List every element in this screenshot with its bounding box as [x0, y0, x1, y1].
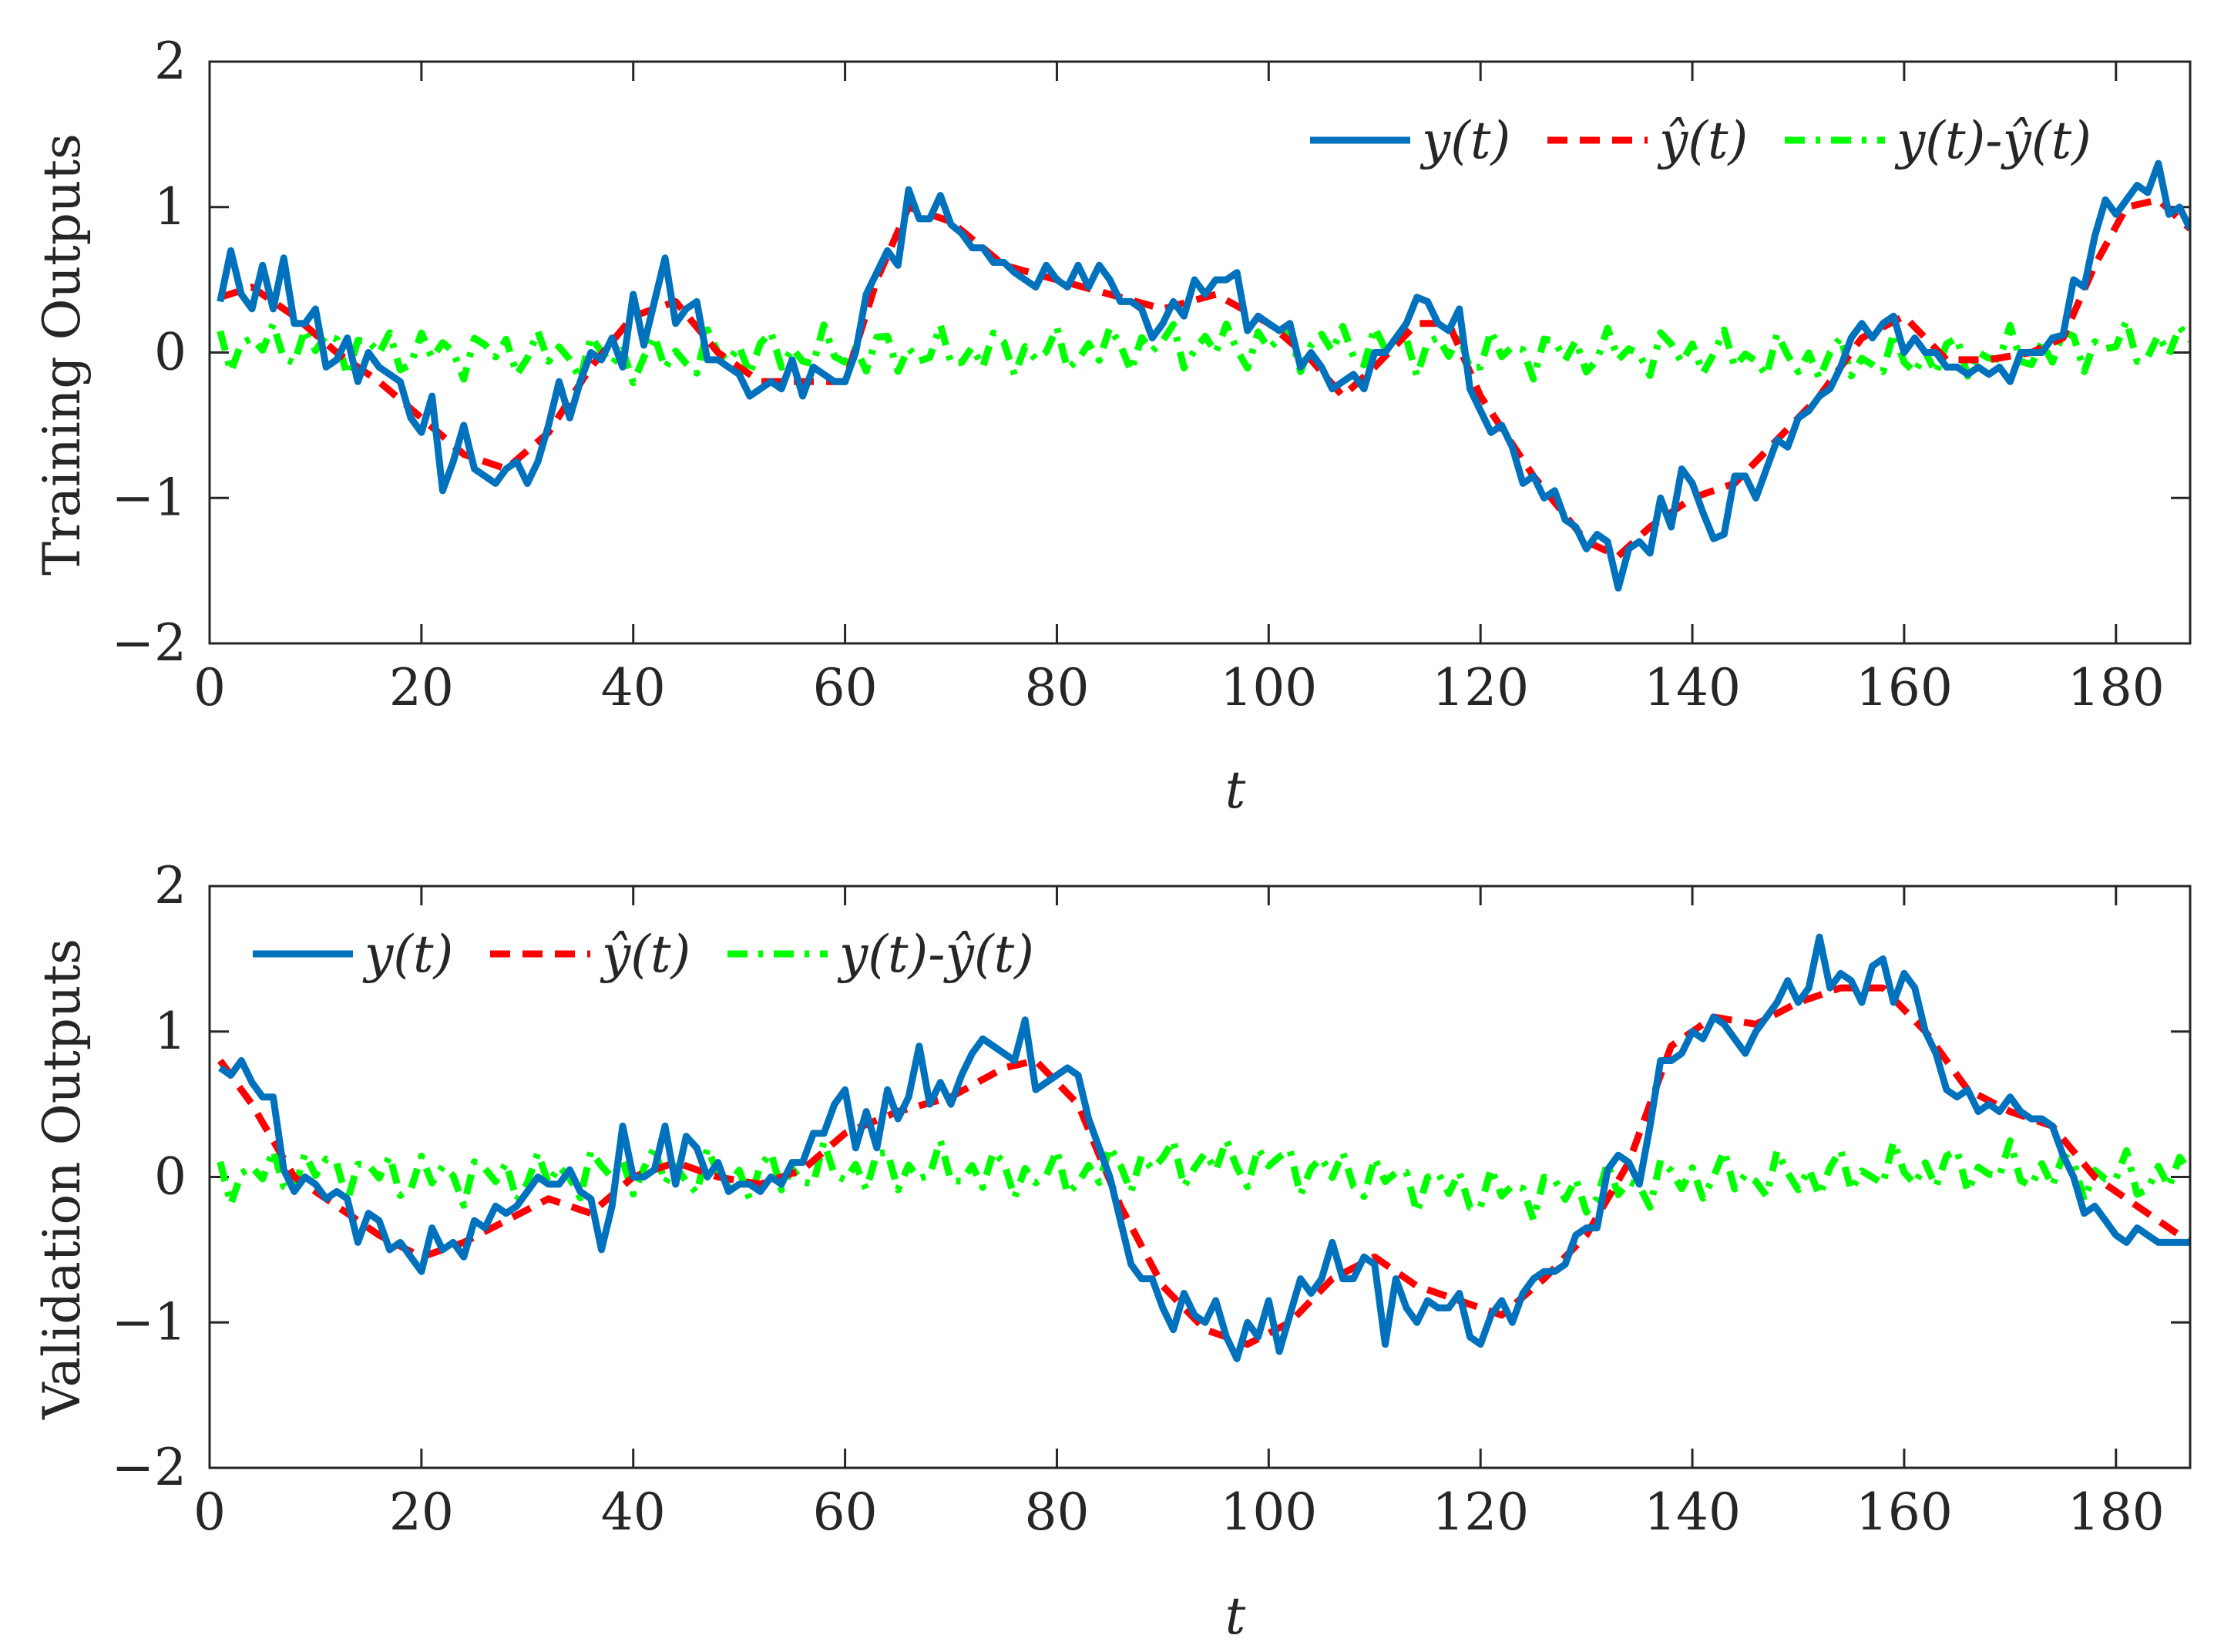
training-ytick-label: −1 [112, 468, 186, 527]
validation-xtick-label: 80 [1024, 1482, 1089, 1542]
validation-ytick-label: −2 [112, 1438, 186, 1497]
training-ytick-label: −2 [112, 613, 186, 673]
validation-ylabel: Validation Outputs [32, 938, 92, 1420]
validation-legend: y(t) ŷ(t) y(t)-ŷ(t) [253, 925, 1034, 984]
validation-ytick-label: 0 [154, 1147, 186, 1207]
validation-ytick-label: 1 [154, 1002, 186, 1061]
training-xtick-label: 160 [1856, 658, 1953, 717]
training-xtick-label: 120 [1432, 658, 1529, 717]
training-ylabel: Training Outputs [32, 133, 92, 576]
validation-xtick-label: 20 [389, 1482, 454, 1542]
training-xtick-label: 80 [1024, 658, 1089, 717]
training-axes-box [208, 60, 2192, 645]
training-series-y [217, 159, 2190, 592]
validation-xtick-label: 160 [1856, 1482, 1953, 1542]
validation-xtick-label: 60 [813, 1482, 878, 1542]
validation-panel: Validation Outputs t 0 20 40 60 80 100 120 140 1… [32, 856, 2192, 1646]
validation-series-residual [217, 1137, 2190, 1224]
training-xtick-label: 140 [1644, 658, 1741, 717]
training-legend: y(t) ŷ(t) y(t)-ŷ(t) [1310, 111, 2091, 170]
training-xtick-label: 0 [193, 658, 226, 717]
validation-ticks: 0 20 40 60 80 100 120 140 160 180 2 1 0 −1 −2 [112, 856, 2190, 1542]
training-legend-yhat-label: ŷ(t) [1657, 111, 1748, 170]
validation-series-yhat [217, 984, 2190, 1348]
training-xtick-label: 40 [601, 658, 666, 717]
training-xtick-label: 100 [1220, 658, 1317, 717]
training-ytick-label: 0 [154, 323, 186, 382]
validation-xlabel: t [1225, 1587, 1246, 1646]
validation-axes-box [208, 885, 2192, 1469]
validation-xtick-label: 40 [601, 1482, 666, 1542]
training-xtick-label: 20 [389, 658, 454, 717]
validation-legend-y-label: y(t) [362, 925, 453, 984]
validation-xtick-label: 100 [1220, 1482, 1317, 1542]
validation-xtick-label: 140 [1644, 1482, 1741, 1542]
training-legend-y-label: y(t) [1419, 111, 1510, 170]
training-series-residual [217, 317, 2190, 387]
validation-xtick-label: 180 [2068, 1482, 2165, 1542]
validation-ytick-label: 2 [154, 856, 186, 915]
training-ytick-label: 1 [154, 177, 186, 237]
validation-ytick-label: −1 [112, 1292, 186, 1351]
training-series [217, 159, 2190, 592]
training-xtick-label: 180 [2068, 658, 2165, 717]
validation-series-y [218, 933, 2190, 1362]
training-xlabel: t [1225, 761, 1246, 820]
validation-series [217, 933, 2190, 1362]
training-ticks: 0 20 40 60 80 100 120 140 160 180 2 1 0 −1 −2 [112, 32, 2190, 717]
validation-xtick-label: 120 [1432, 1482, 1529, 1542]
training-legend-residual-label: y(t)-ŷ(t) [1894, 111, 2091, 170]
validation-xtick-label: 0 [193, 1482, 226, 1542]
validation-legend-residual-label: y(t)-ŷ(t) [837, 925, 1034, 984]
training-ytick-label: 2 [154, 32, 186, 91]
training-panel: Training Outputs t 0 20 40 60 80 100 120 140 160… [32, 32, 2192, 820]
validation-legend-yhat-label: ŷ(t) [600, 925, 690, 984]
training-xtick-label: 60 [813, 658, 878, 717]
